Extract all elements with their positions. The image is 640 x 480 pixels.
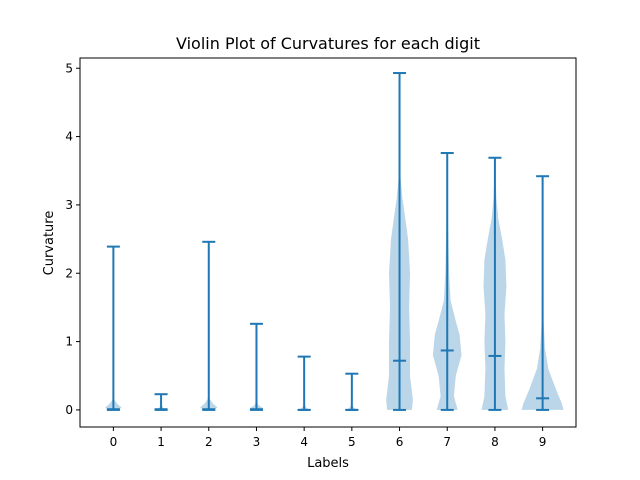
y-tick-label: 2 [65, 266, 73, 280]
y-tick-label: 1 [65, 335, 73, 349]
x-tick-label: 3 [253, 435, 261, 449]
x-tick-label: 5 [348, 435, 356, 449]
x-axis-label: Labels [307, 456, 349, 471]
plot-area [105, 72, 564, 411]
x-tick-label: 7 [443, 435, 451, 449]
x-tick-label: 2 [205, 435, 213, 449]
x-tick-label: 9 [539, 435, 547, 449]
y-tick-label: 5 [65, 61, 73, 75]
chart-title: Violin Plot of Curvatures for each digit [176, 34, 480, 53]
y-tick-label: 0 [65, 403, 73, 417]
x-tick-label: 0 [110, 435, 118, 449]
plot-frame [79, 57, 577, 428]
y-axis-label: Curvature [42, 211, 57, 276]
x-axis: 0 1 2 3 4 5 6 7 8 9 [110, 427, 547, 449]
y-tick-label: 4 [65, 130, 73, 144]
y-tick-label: 3 [65, 198, 73, 212]
x-tick-label: 8 [491, 435, 499, 449]
y-axis: 0 1 2 3 4 5 [65, 61, 80, 417]
x-tick-label: 6 [396, 435, 404, 449]
x-tick-label: 1 [157, 435, 165, 449]
x-tick-label: 4 [300, 435, 308, 449]
